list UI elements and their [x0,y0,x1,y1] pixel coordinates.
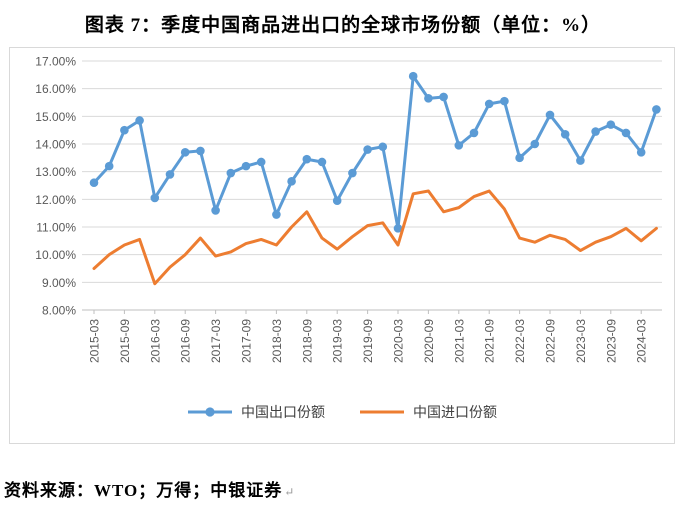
source-note-text: 资料来源：WTO；万得；中银证券 [4,481,283,500]
export-series-marker [378,142,388,152]
export-series-marker [302,154,312,164]
export-series-marker [636,148,646,157]
export-series-marker [104,161,114,171]
export-series-line [92,74,658,230]
export-series-marker [165,170,175,179]
x-tick-label: 2015-03 [88,319,102,363]
x-tick-label: 2022-03 [513,319,527,363]
y-tick-label: 16.00% [35,82,76,96]
y-tick-label: 14.00% [35,138,76,152]
x-tick-label: 2017-03 [209,319,223,363]
export-series-marker [484,99,494,109]
export-series-marker [348,168,357,178]
export-series-marker [150,193,160,203]
export-series-marker [180,148,190,157]
chart-legend: 中国出口份额 中国进口份额 [10,402,674,422]
x-tick-label: 2016-09 [179,319,193,363]
paragraph-return-mark: ↵ [284,485,296,499]
y-tick-label: 12.00% [35,193,76,207]
y-tick-label: 9.00% [42,276,76,290]
export-series-marker [393,224,403,233]
export-series-marker [226,168,236,178]
x-tick-label: 2016-03 [148,319,162,363]
y-tick-label: 10.00% [35,248,76,262]
export-series-marker [332,196,342,206]
export-series-marker [515,153,524,163]
y-tick-label: 15.00% [35,110,76,124]
x-tick-label: 2019-09 [361,319,375,363]
x-tick-label: 2020-09 [422,319,436,363]
export-series-marker [591,127,600,136]
export-series-marker [317,157,327,167]
x-tick-label: 2018-03 [270,319,284,363]
chart-plot: 17.00% 16.00% 15.00% 14.00% 13.00% 12.00% 11.0… [35,55,662,363]
export-series-marker [439,92,448,102]
export-series-marker [241,161,251,171]
y-tick-label: 17.00% [35,55,76,69]
export-series-marker [560,130,570,139]
x-tick-label: 2023-09 [604,319,618,363]
export-series-marker [469,128,479,138]
export-series-marker [576,156,585,165]
export-series-marker [408,71,418,81]
export-series-marker [530,139,540,149]
export-legend-sample-icon [188,407,232,417]
export-series-marker [621,128,631,138]
y-tick-label: 8.00% [42,304,76,318]
export-series-marker [545,110,555,120]
export-series-marker [272,210,281,219]
export-series-marker [652,105,661,114]
x-tick-label: 2021-03 [452,319,466,363]
import-series-line [92,189,658,286]
legend-label-import: 中国进口份额 [413,404,497,420]
x-tick-label: 2019-03 [331,319,345,363]
legend-item-export: 中国出口份额 [187,402,325,422]
import-legend-sample-icon [360,410,404,414]
x-tick-label: 2015-09 [118,319,132,363]
export-series-marker [424,94,433,103]
export-series-marker [256,157,266,167]
legend-item-import: 中国进口份额 [359,402,497,422]
export-series-marker [606,120,616,129]
export-series-marker [287,177,296,186]
y-tick-label: 11.00% [36,221,76,235]
chart-card: 17.00% 16.00% 15.00% 14.00% 13.00% 12.00% 11.0… [9,47,675,444]
x-tick-label: 2018-09 [300,319,314,363]
x-tick-label: 2024-03 [635,319,649,363]
export-series-marker [196,146,205,156]
x-tick-label: 2020-03 [392,319,406,363]
export-series-marker [135,116,144,125]
y-tick-label: 13.00% [35,165,76,179]
export-series-marker [500,96,509,106]
legend-label-export: 中国出口份额 [241,404,325,420]
export-series-marker [454,141,464,150]
source-note: 资料来源：WTO；万得；中银证券 ↵ [4,476,295,501]
x-tick-label: 2017-09 [240,319,254,363]
x-tick-label: 2022-09 [544,319,558,363]
export-series-marker [89,178,99,188]
export-series-marker [211,206,220,215]
export-series-marker [120,125,129,135]
export-series-marker [363,145,372,154]
x-tick-label: 2021-09 [483,319,497,363]
chart-title: 图表 7：季度中国商品进出口的全球市场份额（单位：%） [84,15,602,36]
x-tick-label: 2023-03 [574,319,588,363]
